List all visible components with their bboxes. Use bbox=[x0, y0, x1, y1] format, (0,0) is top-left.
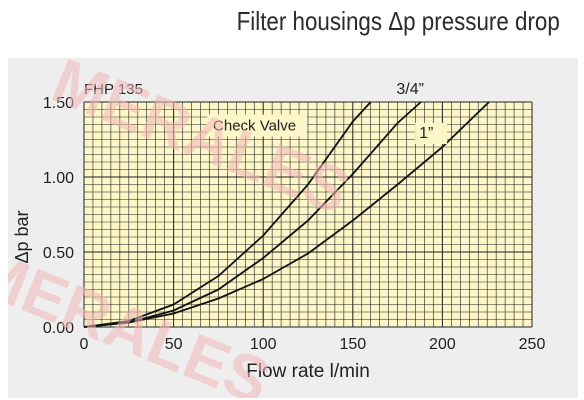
model-label: FHP 135 bbox=[84, 81, 143, 98]
curve-3-4-inch bbox=[83, 101, 422, 328]
y-tick-label: 0.50 bbox=[43, 245, 74, 262]
curve-label-1-inch-box bbox=[415, 123, 448, 144]
y-tick-label: 1.50 bbox=[43, 95, 74, 112]
y-tick-label: 0.00 bbox=[43, 320, 74, 337]
x-tick-label: 250 bbox=[519, 336, 546, 353]
check-valve-label-box bbox=[207, 114, 308, 137]
curve-label-3-4-inch: 3/4” bbox=[396, 81, 424, 98]
y-axis-label: Δp bar bbox=[12, 210, 32, 263]
y-tick-label: 1.00 bbox=[43, 170, 74, 187]
x-axis-label: Flow rate l/min bbox=[246, 361, 370, 382]
x-tick-label: 200 bbox=[429, 336, 456, 353]
check-valve-label: Check Valve bbox=[213, 118, 296, 135]
x-tick-label: 150 bbox=[339, 336, 366, 353]
chart-title: Filter housings Δp pressure drop bbox=[236, 6, 560, 36]
curve-label-1-inch: 1” bbox=[419, 125, 433, 142]
x-tick-label: 50 bbox=[165, 336, 183, 353]
chart-panel: 0.00 0.50 1.00 1.50 0 50 100 150 200 250 Flow rate… bbox=[8, 58, 578, 398]
curve-check-valve bbox=[83, 101, 372, 328]
x-tick-label: 0 bbox=[80, 336, 89, 353]
curve-1-inch bbox=[83, 101, 490, 328]
pressure-drop-chart: 0.00 0.50 1.00 1.50 0 50 100 150 200 250 Flow rate… bbox=[8, 58, 546, 398]
x-tick-label: 100 bbox=[250, 336, 277, 353]
